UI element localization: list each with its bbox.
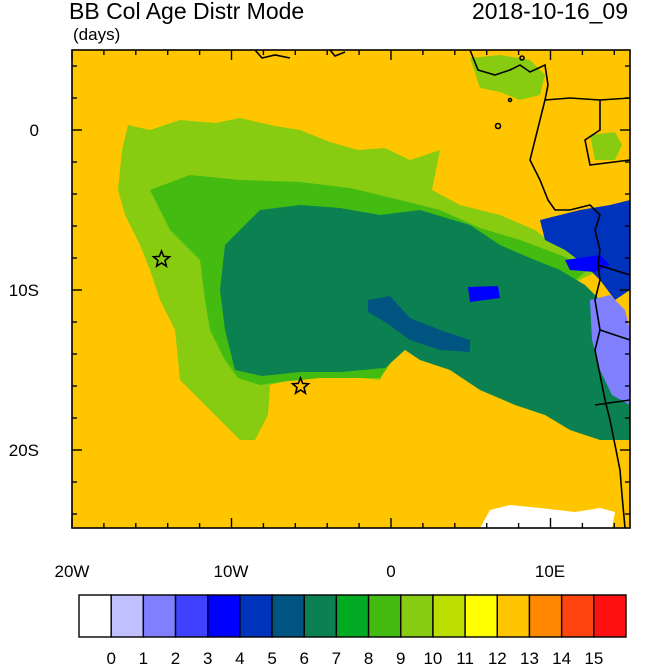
star-marker-south (290, 375, 311, 395)
region-green-ne (470, 55, 545, 100)
y-label-20s: 20S (9, 441, 39, 460)
x-label-0: 0 (386, 562, 395, 581)
region-green-dark (220, 205, 630, 440)
colorbar (78, 594, 627, 638)
colorbar-label: 6 (300, 649, 309, 667)
colorbar-swatch (335, 594, 370, 638)
plot-frame (71, 49, 631, 529)
axis-ticks (71, 50, 630, 528)
colorbar-swatch (367, 594, 402, 638)
x-label-20w: 20W (55, 562, 90, 581)
colorbar-label: 14 (552, 649, 571, 667)
region-lavender (590, 295, 630, 405)
colorbar-swatch (142, 594, 177, 638)
colorbar-label: 1 (139, 649, 148, 667)
colorbar-labels: 0 1 2 3 4 5 6 7 8 9 10 11 12 13 14 15 (106, 649, 603, 667)
chart-title: BB Col Age Distr Mode (69, 0, 305, 24)
colorbar-label: 3 (203, 649, 212, 667)
colorbar-swatch (560, 594, 595, 638)
colorbar-label: 8 (364, 649, 373, 667)
colorbar-label: 13 (520, 649, 539, 667)
colorbar-label: 7 (332, 649, 341, 667)
colorbar-swatch (174, 594, 209, 638)
region-blue-streak (368, 296, 470, 352)
colorbar-swatch (110, 594, 145, 638)
colorbar-label: 15 (584, 649, 603, 667)
map-plot-area (72, 50, 630, 528)
colorbar-label: 12 (488, 649, 507, 667)
colorbar-swatch (593, 594, 627, 638)
colorbar-swatch (78, 594, 112, 638)
coastline (254, 50, 630, 528)
region-navy-coast (540, 200, 630, 300)
colorbar-swatch (432, 594, 466, 638)
colorbar-label: 2 (171, 649, 180, 667)
units-label: (days) (73, 25, 121, 44)
y-label-0: 0 (30, 121, 39, 140)
colorbar-label: 9 (396, 649, 405, 667)
x-label-10w: 10W (214, 562, 249, 581)
colorbar-label: 0 (106, 649, 115, 667)
colorbar-label: 10 (423, 649, 442, 667)
colorbar-label: 11 (456, 649, 474, 667)
date-label: 2018-10-16_09 (471, 0, 628, 24)
colorbar-swatch (528, 594, 563, 638)
colorbar-swatch (400, 594, 434, 638)
colorbar-swatch (207, 594, 241, 638)
colorbar-swatch (464, 594, 498, 638)
colorbar-swatch (239, 594, 273, 638)
y-label-10s: 10S (9, 281, 39, 300)
colorbar-swatch (271, 594, 305, 638)
star-marker-west (151, 248, 172, 268)
colorbar-label: 5 (267, 649, 276, 667)
colorbar-swatch (303, 594, 338, 638)
region-blue-patch-2 (468, 286, 500, 302)
x-label-10e: 10E (535, 562, 565, 581)
colorbar-swatch (496, 594, 531, 638)
region-green-inland (590, 132, 622, 160)
region-white (480, 505, 615, 528)
colorbar-label: 4 (235, 649, 244, 667)
